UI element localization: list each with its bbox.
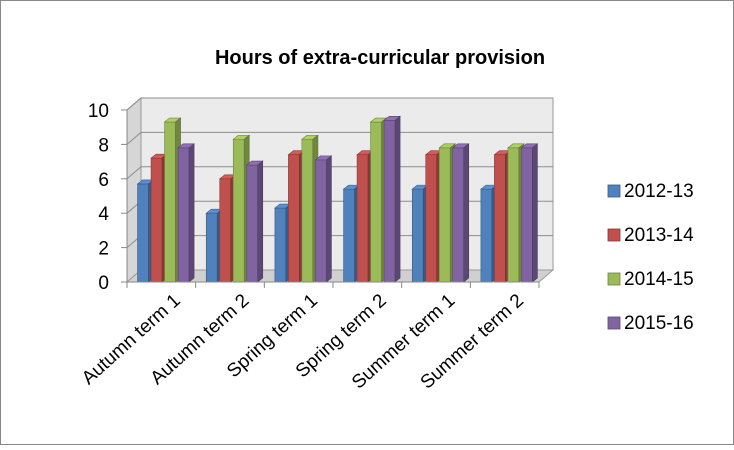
y-tick-label: 0: [98, 273, 109, 294]
bar-front: [494, 154, 506, 283]
bar-front: [288, 154, 300, 283]
y-tick-label: 8: [98, 135, 109, 156]
bar-front: [246, 164, 259, 283]
bar-front: [411, 188, 424, 283]
legend-label: 2013-14: [624, 225, 694, 246]
bar-front: [150, 157, 163, 283]
legend-item: 2014-15: [607, 269, 694, 290]
bar: [245, 160, 264, 283]
bar-front: [177, 147, 190, 283]
bar-side: [257, 160, 264, 283]
bar: [177, 143, 195, 283]
bar-side: [394, 115, 401, 283]
y-tick-label: 6: [98, 170, 109, 191]
bar-side: [463, 143, 470, 283]
bar-front: [137, 183, 149, 283]
bar-front: [521, 147, 533, 283]
legend-item: 2013-14: [607, 225, 694, 246]
bar-front: [356, 154, 369, 283]
y-tick-label: 2: [98, 239, 109, 260]
bar-front: [219, 178, 232, 283]
legend-label: 2012-13: [624, 181, 694, 202]
legend-label: 2015-16: [624, 313, 694, 334]
legend: 2012-13 2013-14 2014-15 2015-16: [607, 181, 694, 334]
bar-front: [452, 147, 465, 283]
bar-side: [188, 143, 195, 283]
bar-front: [383, 120, 396, 283]
bar-front: [315, 159, 327, 283]
bar-side: [532, 143, 538, 283]
legend-swatch: [607, 316, 621, 330]
bar-front: [232, 138, 245, 283]
bar-front: [301, 138, 314, 283]
bar-front: [425, 154, 438, 283]
bar: [451, 143, 470, 283]
legend-item: 2012-13: [607, 181, 694, 202]
gridline: [126, 166, 553, 180]
bar-front: [507, 147, 520, 283]
bar-front: [370, 121, 382, 283]
legend-swatch: [607, 184, 621, 198]
legend-swatch: [607, 228, 621, 242]
bar-front: [480, 188, 493, 283]
y-tick-label: 10: [88, 101, 109, 122]
bar: [520, 143, 539, 283]
legend-item: 2015-16: [607, 313, 694, 334]
legend-swatch: [607, 272, 621, 286]
bar-front: [438, 147, 451, 283]
legend-label: 2014-15: [624, 269, 694, 290]
chart-title: Hours of extra-curricular provision: [215, 47, 545, 69]
bar-front: [274, 207, 287, 283]
bar-front: [164, 121, 176, 283]
bar-side: [326, 155, 332, 283]
bar-front: [343, 188, 355, 283]
bar: [383, 115, 401, 283]
y-tick-label: 4: [98, 204, 109, 225]
bar: [314, 155, 333, 283]
gridline: [126, 131, 553, 145]
bar-front: [205, 212, 218, 283]
gridline: [126, 97, 553, 111]
